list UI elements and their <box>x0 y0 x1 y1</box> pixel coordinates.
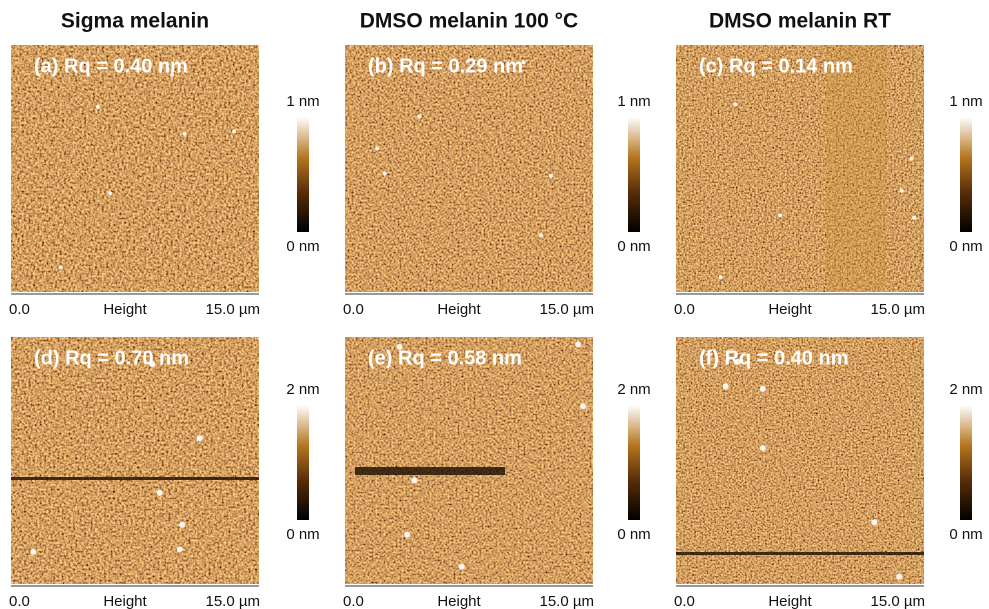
colorbar-max: 2 nm <box>949 381 982 398</box>
afm-particle <box>177 546 183 552</box>
afm-particle <box>411 477 417 483</box>
colorbar-max: 2 nm <box>617 381 650 398</box>
axis-start: 0.0 <box>9 301 30 318</box>
afm-image <box>11 45 259 292</box>
panel-label: (a) Rq = 0.40 nm <box>34 55 188 77</box>
afm-particle <box>910 157 914 161</box>
afm-particle <box>417 115 421 119</box>
afm-particle <box>575 341 581 347</box>
axis-title: Height <box>103 593 147 609</box>
axis-end: 15.0 µm <box>871 301 926 318</box>
afm-band <box>826 45 886 292</box>
afm-particle <box>59 265 63 269</box>
afm-particle <box>900 189 904 193</box>
afm-particle <box>912 216 916 220</box>
axis-end: 15.0 µm <box>540 593 595 609</box>
axis-end: 15.0 µm <box>871 593 926 609</box>
afm-particle <box>896 574 902 580</box>
afm-particle <box>375 147 379 151</box>
colorbar-min: 0 nm <box>617 526 650 543</box>
afm-particle <box>760 386 766 392</box>
afm-image <box>11 337 259 584</box>
panel-label: (c) Rq = 0.14 nm <box>699 55 853 77</box>
afm-particle <box>778 213 782 217</box>
afm-particle <box>96 105 100 109</box>
axis-end: 15.0 µm <box>206 301 261 318</box>
afm-particle <box>232 129 236 133</box>
afm-image <box>345 337 593 584</box>
afm-streak <box>355 467 505 475</box>
colorbar-min: 0 nm <box>949 526 982 543</box>
afm-particle <box>179 522 185 528</box>
colorbar-min: 0 nm <box>949 238 982 255</box>
axis-end: 15.0 µm <box>540 301 595 318</box>
axis-title: Height <box>768 301 812 318</box>
afm-particle <box>459 564 465 570</box>
afm-particle <box>196 435 202 441</box>
afm-particle <box>719 275 723 279</box>
colorbar <box>297 405 309 520</box>
afm-particle <box>734 102 738 106</box>
afm-particle <box>549 174 553 178</box>
axis-start: 0.0 <box>343 593 364 609</box>
colorbar <box>297 117 309 232</box>
afm-particle <box>871 519 877 525</box>
afm-streak <box>676 552 924 555</box>
column-title: DMSO melanin 100 °C <box>360 10 578 33</box>
afm-particle <box>723 383 729 389</box>
axis-start: 0.0 <box>9 593 30 609</box>
colorbar <box>960 117 972 232</box>
afm-particle <box>383 171 387 175</box>
axis-start: 0.0 <box>674 593 695 609</box>
afm-streak <box>11 477 259 480</box>
colorbar <box>960 405 972 520</box>
panel-label: (d) Rq = 0.70 nm <box>34 347 189 369</box>
afm-particle <box>539 233 543 237</box>
colorbar-max: 2 nm <box>286 381 319 398</box>
colorbar-max: 1 nm <box>617 93 650 110</box>
colorbar-min: 0 nm <box>286 238 319 255</box>
axis-title: Height <box>103 301 147 318</box>
axis-title: Height <box>768 593 812 609</box>
colorbar-min: 0 nm <box>286 526 319 543</box>
afm-particle <box>760 445 766 451</box>
column-title: Sigma melanin <box>61 10 209 33</box>
colorbar-max: 1 nm <box>286 93 319 110</box>
afm-particle <box>30 549 36 555</box>
afm-particle <box>580 403 586 409</box>
afm-particle <box>404 532 410 538</box>
afm-image <box>676 337 924 584</box>
axis-title: Height <box>437 301 481 318</box>
afm-particle <box>183 132 187 136</box>
panel-label: (e) Rq = 0.58 nm <box>368 347 522 369</box>
column-title: DMSO melanin RT <box>709 10 891 33</box>
colorbar <box>628 405 640 520</box>
panel-label: (f) Rq = 0.40 nm <box>699 347 848 369</box>
axis-end: 15.0 µm <box>206 593 261 609</box>
colorbar-min: 0 nm <box>617 238 650 255</box>
afm-particle <box>157 490 163 496</box>
afm-image <box>676 45 924 292</box>
axis-title: Height <box>437 593 481 609</box>
afm-particle <box>108 191 112 195</box>
axis-start: 0.0 <box>674 301 695 318</box>
afm-figure: Sigma melanin DMSO melanin 100 °C DMSO mel… <box>0 0 989 609</box>
colorbar-max: 1 nm <box>949 93 982 110</box>
colorbar <box>628 117 640 232</box>
panel-label: (b) Rq = 0.29 nm <box>368 55 523 77</box>
axis-start: 0.0 <box>343 301 364 318</box>
afm-image <box>345 45 593 292</box>
